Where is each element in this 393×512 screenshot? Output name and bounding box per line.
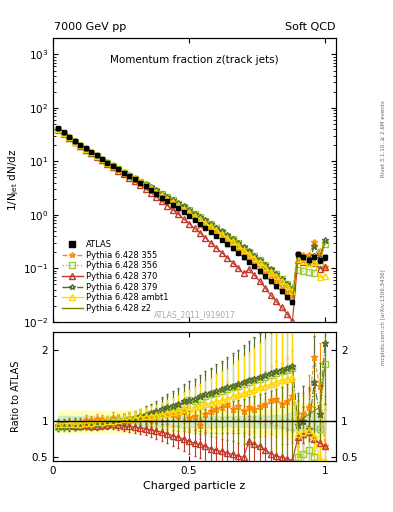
X-axis label: Charged particle z: Charged particle z (143, 481, 246, 491)
Y-axis label: 1/N$_{\rm jet}$ dN/dz: 1/N$_{\rm jet}$ dN/dz (6, 149, 20, 211)
Text: Soft QCD: Soft QCD (285, 22, 336, 32)
Text: Momentum fraction z(track jets): Momentum fraction z(track jets) (110, 55, 279, 66)
Y-axis label: Ratio to ATLAS: Ratio to ATLAS (11, 361, 20, 432)
Text: Rivet 3.1.10, ≥ 2.6M events: Rivet 3.1.10, ≥ 2.6M events (381, 100, 386, 177)
Text: mcplots.cern.ch [arXiv:1306.3436]: mcplots.cern.ch [arXiv:1306.3436] (381, 270, 386, 365)
Text: ATLAS_2011_I919017: ATLAS_2011_I919017 (154, 310, 235, 319)
Legend: ATLAS, Pythia 6.428 355, Pythia 6.428 356, Pythia 6.428 370, Pythia 6.428 379, P: ATLAS, Pythia 6.428 355, Pythia 6.428 35… (60, 239, 170, 315)
Text: 7000 GeV pp: 7000 GeV pp (54, 22, 127, 32)
